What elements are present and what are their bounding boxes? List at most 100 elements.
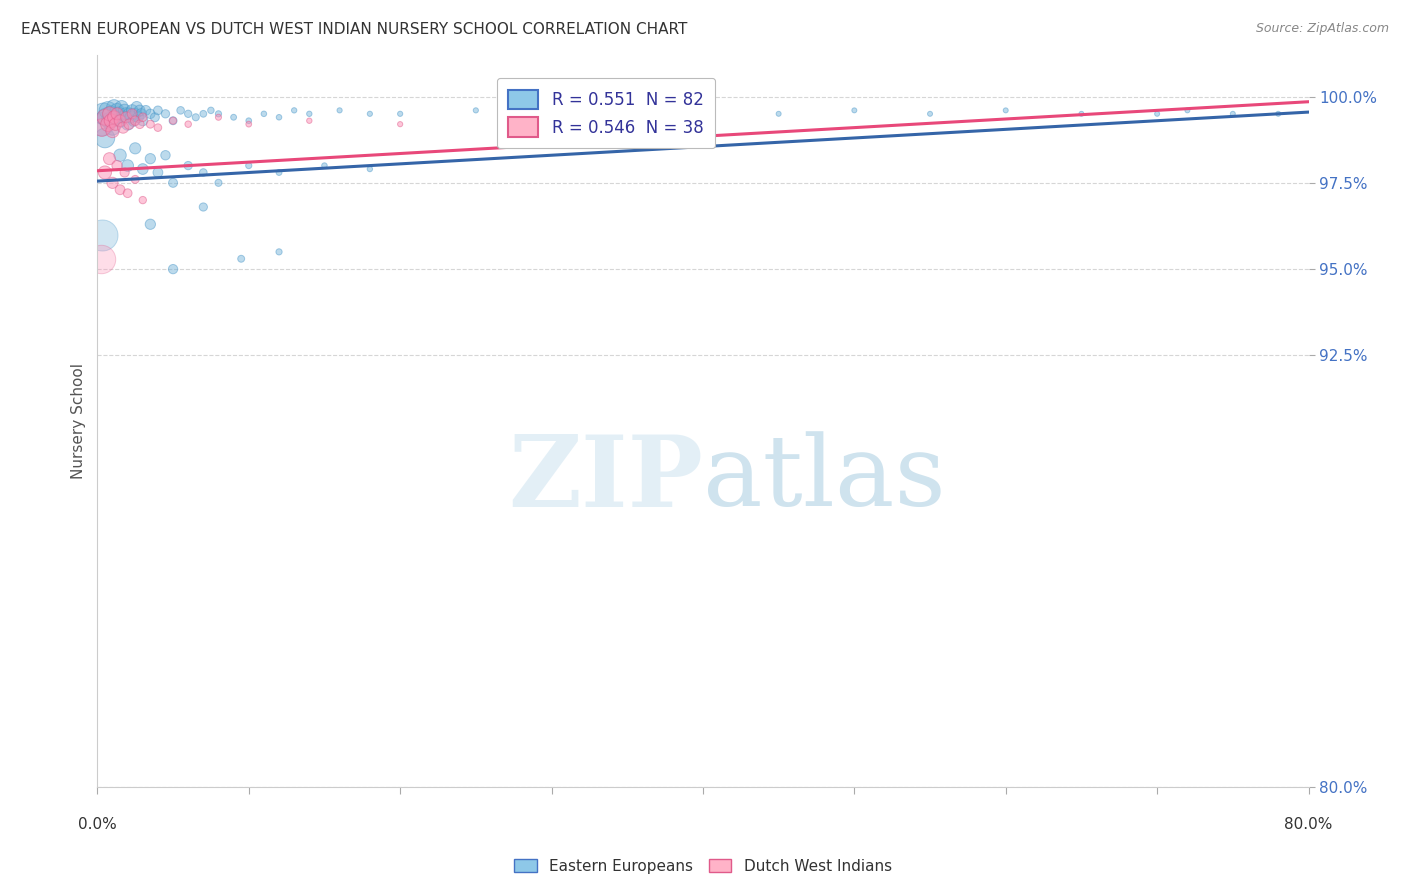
Point	[135, 103, 157, 118]
Point	[143, 110, 166, 124]
Point	[120, 110, 142, 124]
Point	[121, 107, 143, 121]
Point	[105, 107, 128, 121]
Point	[146, 120, 169, 135]
Point	[139, 217, 162, 231]
Point	[169, 103, 191, 118]
Point	[231, 252, 253, 266]
Point	[389, 107, 412, 121]
Point	[125, 100, 148, 114]
Point	[128, 103, 150, 118]
Text: Source: ZipAtlas.com: Source: ZipAtlas.com	[1256, 22, 1389, 36]
Point	[112, 110, 135, 124]
Point	[177, 117, 200, 131]
Point	[104, 110, 127, 124]
Point	[117, 117, 139, 131]
Point	[267, 110, 290, 124]
Point	[96, 110, 118, 124]
Point	[97, 103, 120, 118]
Point	[101, 120, 124, 135]
Point	[103, 100, 125, 114]
Text: 80.0%: 80.0%	[1284, 817, 1333, 832]
Point	[616, 107, 638, 121]
Point	[359, 107, 381, 121]
Point	[238, 159, 260, 173]
Point	[101, 124, 124, 138]
Point	[193, 107, 215, 121]
Point	[692, 103, 714, 118]
Point	[193, 165, 215, 179]
Point	[918, 107, 941, 121]
Point	[90, 120, 112, 135]
Point	[108, 183, 131, 197]
Point	[132, 162, 155, 177]
Y-axis label: Nursery School: Nursery School	[72, 363, 86, 479]
Point	[238, 113, 260, 128]
Point	[267, 244, 290, 259]
Point	[128, 117, 150, 131]
Point	[101, 176, 124, 190]
Point	[1267, 107, 1289, 121]
Point	[118, 117, 141, 131]
Point	[90, 227, 112, 242]
Legend: Eastern Europeans, Dutch West Indians: Eastern Europeans, Dutch West Indians	[508, 853, 898, 880]
Point	[132, 110, 155, 124]
Point	[117, 186, 139, 201]
Point	[100, 107, 122, 121]
Point	[124, 113, 146, 128]
Point	[298, 107, 321, 121]
Point	[1146, 107, 1168, 121]
Text: 0.0%: 0.0%	[77, 817, 117, 832]
Point	[768, 107, 790, 121]
Point	[139, 152, 162, 166]
Point	[108, 113, 131, 128]
Point	[107, 107, 129, 121]
Point	[93, 107, 115, 121]
Point	[207, 176, 229, 190]
Point	[1177, 103, 1199, 118]
Text: EASTERN EUROPEAN VS DUTCH WEST INDIAN NURSERY SCHOOL CORRELATION CHART: EASTERN EUROPEAN VS DUTCH WEST INDIAN NU…	[21, 22, 688, 37]
Point	[110, 100, 132, 114]
Point	[177, 107, 200, 121]
Point	[155, 107, 177, 121]
Point	[98, 113, 121, 128]
Point	[139, 107, 162, 121]
Point	[844, 103, 866, 118]
Point	[104, 117, 127, 131]
Point	[162, 176, 184, 190]
Point	[129, 107, 152, 121]
Point	[117, 159, 139, 173]
Text: atlas: atlas	[703, 432, 946, 527]
Point	[184, 110, 207, 124]
Point	[207, 110, 229, 124]
Point	[298, 113, 321, 128]
Point	[267, 165, 290, 179]
Point	[122, 113, 145, 128]
Point	[124, 107, 146, 121]
Point	[207, 107, 229, 121]
Point	[1070, 107, 1092, 121]
Point	[283, 103, 305, 118]
Point	[464, 103, 486, 118]
Point	[155, 148, 177, 162]
Point	[359, 162, 381, 177]
Point	[540, 107, 562, 121]
Point	[103, 110, 125, 124]
Point	[98, 107, 121, 121]
Point	[314, 159, 336, 173]
Text: ZIP: ZIP	[508, 431, 703, 528]
Point	[124, 172, 146, 186]
Point	[98, 152, 121, 166]
Point	[105, 159, 128, 173]
Point	[94, 131, 117, 145]
Point	[121, 103, 143, 118]
Point	[108, 148, 131, 162]
Point	[253, 107, 276, 121]
Point	[94, 165, 117, 179]
Point	[132, 193, 155, 207]
Point	[127, 110, 149, 124]
Point	[1222, 107, 1244, 121]
Point	[94, 110, 117, 124]
Point	[222, 110, 245, 124]
Point	[124, 141, 146, 155]
